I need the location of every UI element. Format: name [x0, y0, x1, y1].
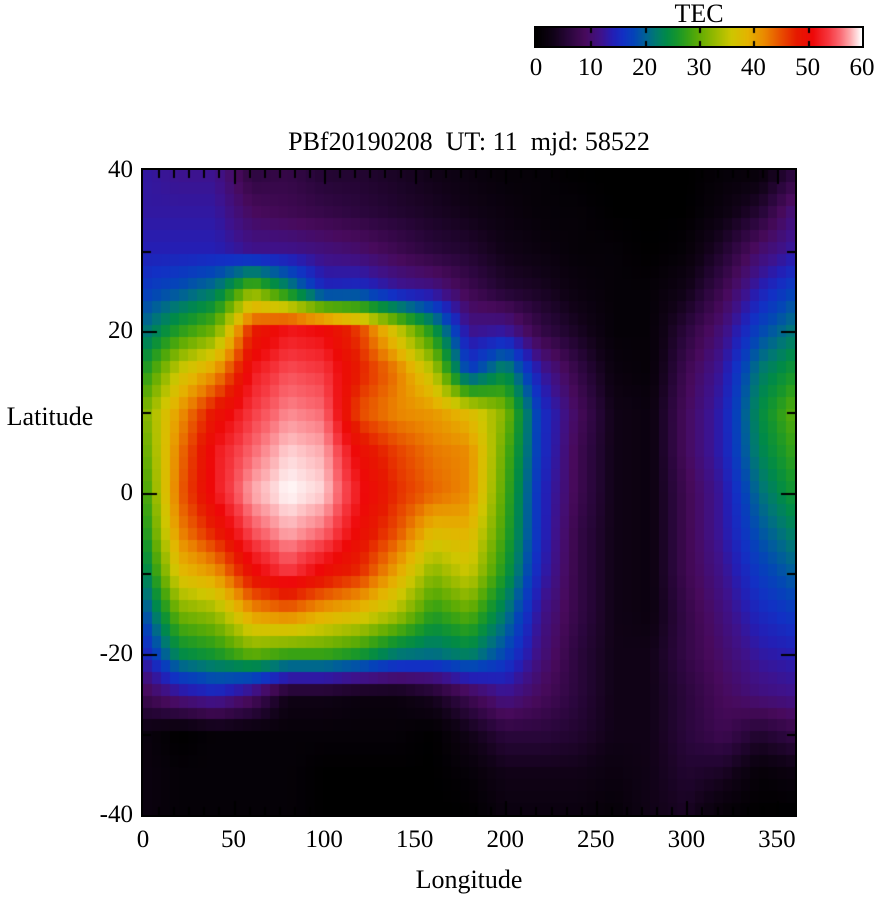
colorbar — [534, 26, 864, 48]
x-tick-label: 100 — [305, 826, 343, 853]
y-axis-label: Latitude — [6, 402, 94, 431]
colorbar-tick-label: 50 — [795, 54, 821, 81]
colorbar-tick-label: 10 — [577, 54, 603, 81]
tec-heatmap-canvas — [143, 170, 795, 815]
x-tick-label: 150 — [395, 826, 434, 853]
plot-title: PBf20190208 UT: 11 mjd: 58522 — [288, 127, 650, 156]
y-tick-label: -20 — [99, 639, 133, 667]
colorbar-tick-label: 20 — [632, 54, 658, 81]
heatmap-plot-area — [141, 168, 797, 817]
y-tick-label: 40 — [108, 156, 133, 183]
colorbar-tick-label: 60 — [849, 54, 875, 81]
x-tick-label: 50 — [221, 826, 247, 853]
x-tick-label: 0 — [136, 826, 150, 853]
y-tick-label: 20 — [108, 317, 133, 345]
x-tick-label: 250 — [577, 826, 615, 853]
colorbar-tick-label: 30 — [686, 54, 712, 81]
colorbar-tick-label: 0 — [529, 54, 543, 81]
x-axis-label: Longitude — [415, 865, 523, 894]
y-tick-label: -40 — [99, 801, 133, 828]
colorbar-tick-label: 40 — [740, 54, 766, 81]
x-tick-label: 300 — [667, 826, 706, 853]
x-tick-label: 350 — [758, 826, 796, 853]
x-tick-label: 200 — [486, 826, 524, 853]
colorbar-gradient-canvas — [536, 28, 862, 46]
colorbar-title: TEC — [674, 0, 724, 28]
y-tick-label: 0 — [120, 478, 134, 506]
